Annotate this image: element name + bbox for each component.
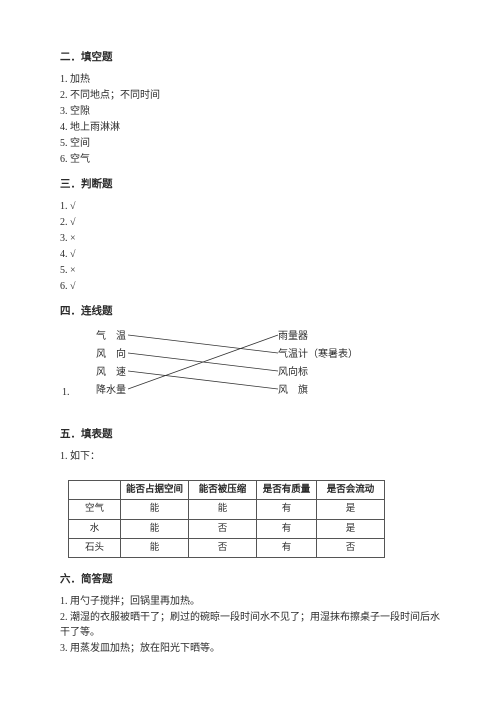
judge-item: 5. ×: [60, 263, 440, 278]
section-table-title: 五．填表题: [60, 427, 440, 443]
properties-table: 能否占据空间能否被压缩是否有质量是否会流动空气能能有是水能否有是石头能否有否: [68, 480, 440, 558]
table-cell: 石头: [69, 538, 121, 557]
table-cell: 能: [189, 500, 257, 519]
table-row: 空气能能有是: [69, 500, 385, 519]
matching-diagram: 1. 气 温 风 向 风 速 降水量 雨量器 气温计（寒暑表） 风向标 风 旗: [78, 325, 388, 417]
table-header-cell: 是否会流动: [317, 481, 385, 500]
table-cell: 能: [121, 538, 189, 557]
fill-item: 1. 加热: [60, 72, 440, 87]
table-cell: 有: [257, 538, 317, 557]
judge-item: 1. √: [60, 199, 440, 214]
table-cell: 否: [317, 538, 385, 557]
table-cell: 水: [69, 519, 121, 538]
short-answer-item: 3. 用蒸发皿加热；放在阳光下晒等。: [60, 641, 440, 656]
fill-item: 3. 空隙: [60, 104, 440, 119]
page: 二．填空题 1. 加热 2. 不同地点；不同时间 3. 空隙 4. 地上雨淋淋 …: [0, 0, 500, 677]
matching-number: 1.: [62, 385, 70, 400]
fill-item: 5. 空间: [60, 136, 440, 151]
table-cell: 能: [121, 519, 189, 538]
section-match-title: 四．连线题: [60, 304, 440, 320]
table-header-cell: 能否占据空间: [121, 481, 189, 500]
table-intro: 1. 如下：: [60, 449, 440, 464]
table-cell: 空气: [69, 500, 121, 519]
table-header-cell: 能否被压缩: [189, 481, 257, 500]
fill-item: 6. 空气: [60, 152, 440, 167]
table-cell: 有: [257, 519, 317, 538]
section-fill-title: 二．填空题: [60, 50, 440, 66]
fill-list: 1. 加热 2. 不同地点；不同时间 3. 空隙 4. 地上雨淋淋 5. 空间 …: [60, 72, 440, 167]
table-header-cell: 是否有质量: [257, 481, 317, 500]
table-cell: 否: [189, 538, 257, 557]
short-answers: 1. 用勺子搅拌；回锅里再加热。 2. 潮湿的衣服被晒干了；刷过的碗晾一段时间水…: [60, 594, 440, 656]
table-cell: 是: [317, 500, 385, 519]
table-row: 石头能否有否: [69, 538, 385, 557]
short-answer-item: 1. 用勺子搅拌；回锅里再加热。: [60, 594, 440, 609]
table-cell: 是: [317, 519, 385, 538]
table-header-cell: [69, 481, 121, 500]
judge-item: 4. √: [60, 247, 440, 262]
judge-item: 6. √: [60, 279, 440, 294]
section-short-title: 六．简答题: [60, 572, 440, 588]
fill-item: 4. 地上雨淋淋: [60, 120, 440, 135]
judge-item: 2. √: [60, 215, 440, 230]
table-row: 水能否有是: [69, 519, 385, 538]
judge-item: 3. ×: [60, 231, 440, 246]
short-answer-item: 2. 潮湿的衣服被晒干了；刷过的碗晾一段时间水不见了；用湿抹布擦桌子一段时间后水…: [60, 610, 440, 640]
table-cell: 否: [189, 519, 257, 538]
properties-table-el: 能否占据空间能否被压缩是否有质量是否会流动空气能能有是水能否有是石头能否有否: [68, 480, 385, 558]
judge-list: 1. √ 2. √ 3. × 4. √ 5. × 6. √: [60, 199, 440, 294]
table-cell: 有: [257, 500, 317, 519]
section-judge-title: 三．判断题: [60, 177, 440, 193]
table-cell: 能: [121, 500, 189, 519]
fill-item: 2. 不同地点；不同时间: [60, 88, 440, 103]
match-lines-svg: [78, 325, 388, 417]
